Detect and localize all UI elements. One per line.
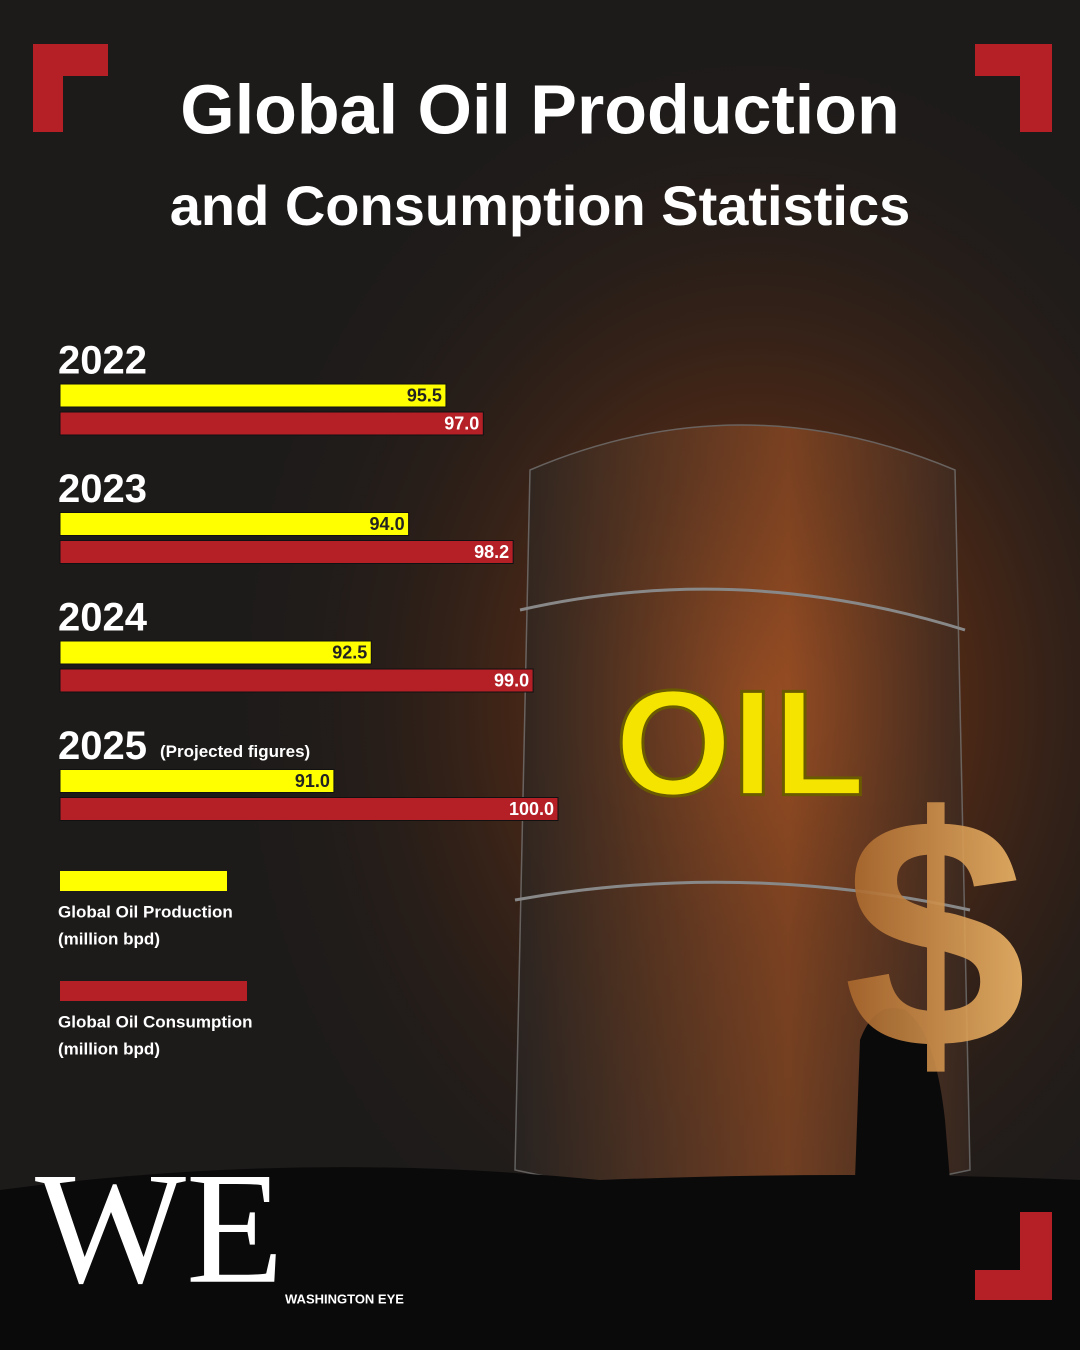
illustration-symbol: $ (843, 748, 1027, 1117)
value-label: 98.2 (474, 542, 509, 562)
legend-swatch (60, 871, 227, 891)
corner (975, 44, 1052, 132)
logo: WE (35, 1139, 284, 1317)
legend-swatch (60, 981, 247, 1001)
value-label: 95.5 (407, 385, 442, 405)
corner (33, 44, 108, 132)
worker (855, 1008, 950, 1180)
category-label: 2022 (58, 339, 147, 383)
corner (975, 1212, 1052, 1300)
bar (59, 512, 410, 536)
legend-unit: (million bpd) (58, 929, 160, 948)
brand: WASHINGTON EYE (285, 1291, 404, 1306)
category-label: 2024 (58, 596, 148, 640)
title: Global Oil Production (180, 70, 899, 148)
category-note: (Projected figures) (160, 742, 310, 761)
value-label: 100.0 (509, 799, 554, 819)
subtitle: and Consumption Statistics (170, 174, 911, 237)
bar (59, 540, 514, 564)
ground (0, 1167, 1080, 1350)
value-label: 94.0 (370, 514, 405, 534)
legend-label: Global Oil Production (58, 902, 233, 921)
bar (59, 383, 447, 408)
bar (59, 668, 534, 693)
bar (59, 640, 372, 665)
bar (59, 797, 559, 821)
category-label: 2023 (58, 467, 147, 511)
value-label: 97.0 (444, 413, 479, 433)
value-label: 92.5 (332, 642, 367, 662)
bar-chart: 2022 95.597.0 2023 94.0 98.2 2024 92.5 99.0 2025… (58, 339, 559, 821)
legend-label: Global Oil Consumption (58, 1012, 253, 1031)
barrel-ring (514, 587, 971, 912)
category-label: 2025 (58, 724, 147, 768)
value-label: 91.0 (295, 771, 330, 791)
value-label: 99.0 (494, 670, 529, 690)
bar (59, 411, 484, 436)
legend: Global Oil Production (million bpd) Global… (58, 871, 253, 1058)
bar (59, 769, 335, 793)
illustration-text: OIL (615, 659, 865, 827)
legend-unit: (million bpd) (58, 1039, 160, 1058)
